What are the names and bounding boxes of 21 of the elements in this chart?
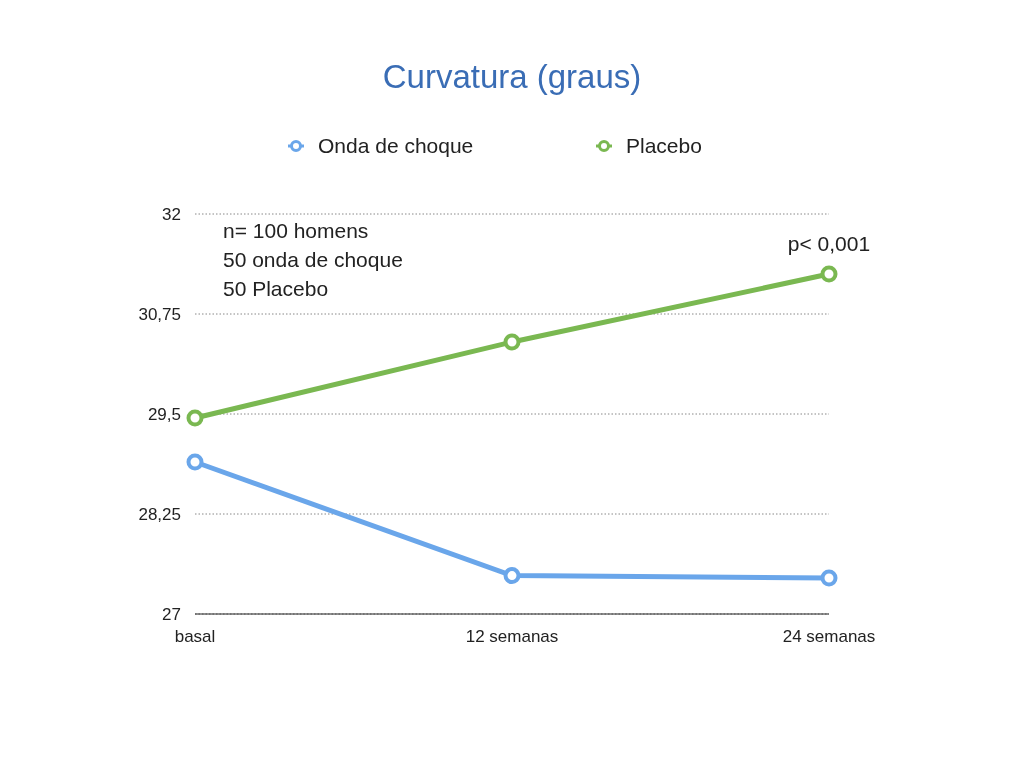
annotation: 50 onda de choque	[223, 248, 403, 271]
y-tick-label: 28,25	[138, 505, 181, 524]
point	[503, 567, 521, 585]
point	[820, 569, 838, 587]
point	[503, 333, 521, 351]
annotation: 50 Placebo	[223, 277, 329, 300]
y-tick-label: 27	[162, 605, 181, 624]
legend-label: Onda de choque	[318, 134, 474, 157]
y-tick-label: 32	[162, 205, 181, 224]
x-tick-label: basal	[174, 627, 216, 646]
y-tick-label: 29,5	[147, 405, 181, 424]
legend-label: Placebo	[626, 134, 702, 157]
point	[820, 265, 838, 283]
annotation: p< 0,001	[787, 232, 871, 255]
x-tick-label: 24 semanas	[782, 627, 876, 646]
x-tick-label: 12 semanas	[465, 627, 559, 646]
annotation: n= 100 homens	[223, 219, 369, 242]
chart-title: Curvatura (graus)	[382, 58, 642, 95]
point	[186, 409, 204, 427]
point	[186, 453, 204, 471]
y-tick-label: 30,75	[138, 305, 181, 324]
